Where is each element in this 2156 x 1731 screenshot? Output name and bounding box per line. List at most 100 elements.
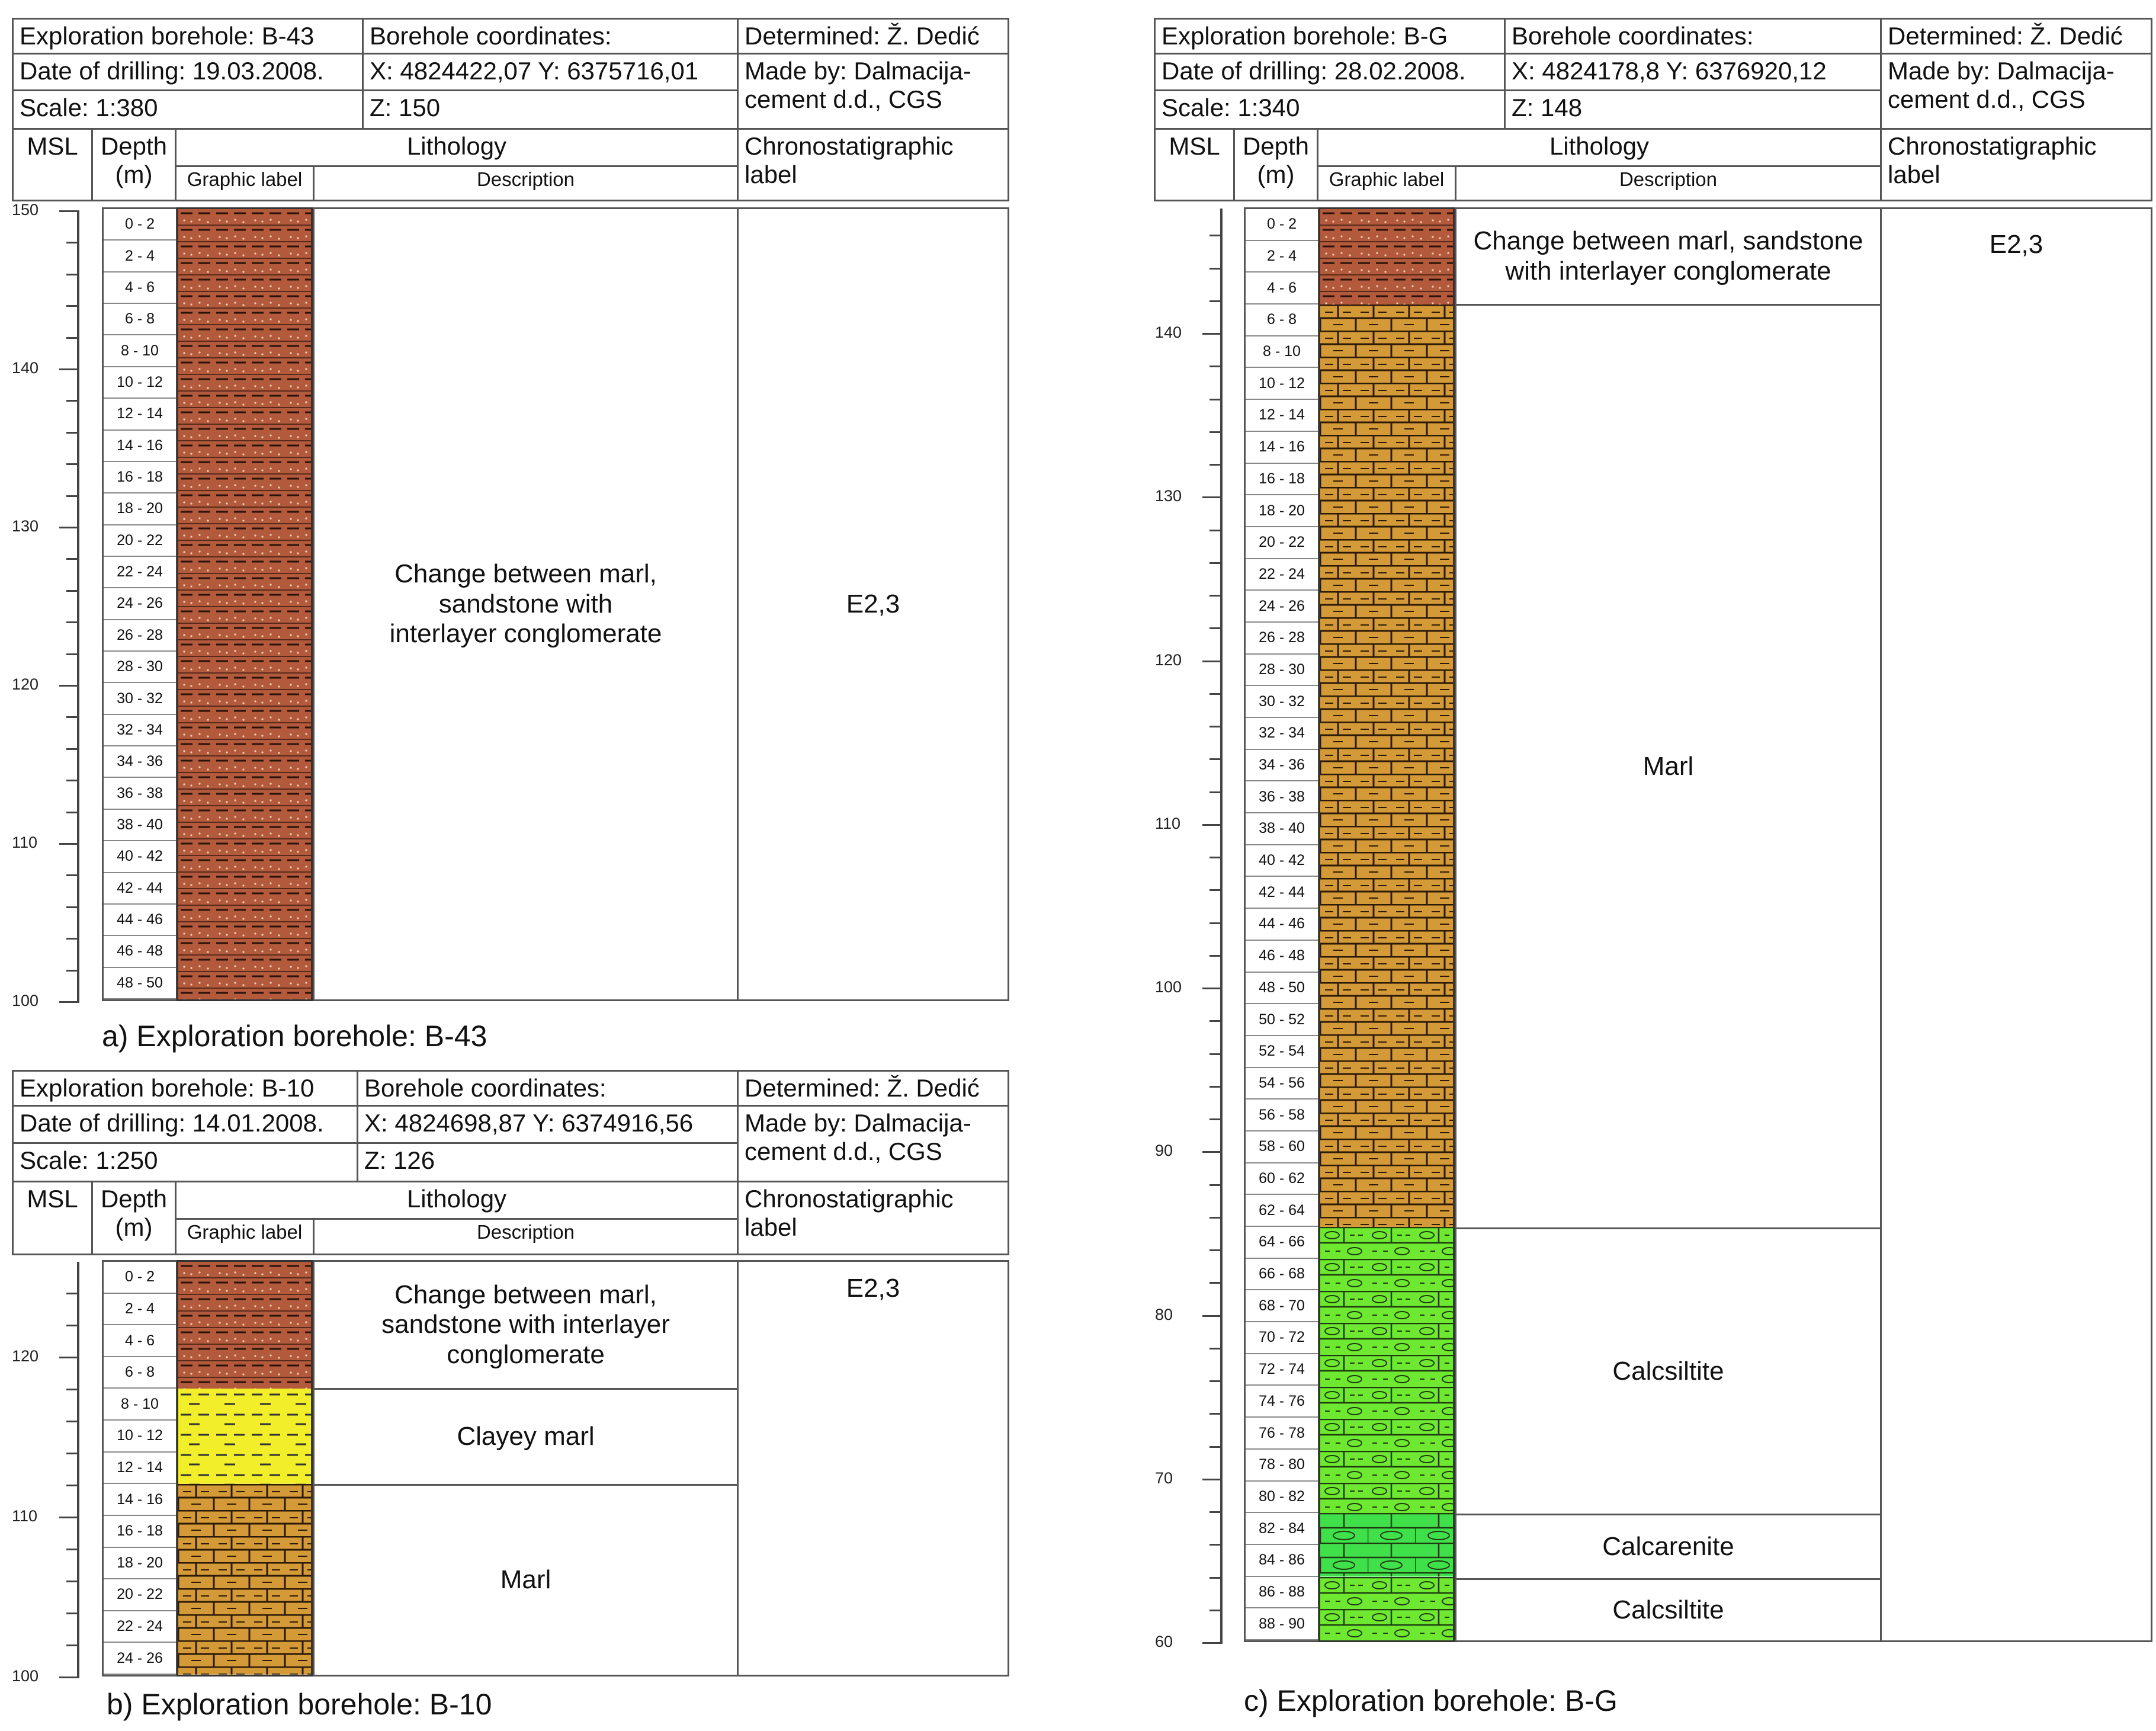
depth-interval: 38 - 40 — [104, 809, 176, 842]
depth-interval: 0 - 2 — [104, 209, 176, 241]
msl-scale: 150 140 130 120 110 100 — [12, 201, 89, 1009]
minor-tick — [1209, 627, 1221, 630]
graphic-label-header: Graphic label — [1317, 165, 1456, 201]
major-tick — [59, 1676, 79, 1678]
minor-tick — [66, 1549, 78, 1550]
borehole-name: Exploration borehole: B-43 — [12, 18, 364, 55]
major-tick — [59, 210, 79, 212]
graphic-log — [177, 1260, 313, 1676]
depth-interval: 18 - 20 — [104, 1547, 176, 1580]
major-tick — [59, 685, 79, 687]
lithology-segment-calcsiltite — [1320, 1227, 1453, 1515]
depth-interval: 4 - 6 — [1246, 273, 1318, 305]
depth-interval: 20 - 22 — [1246, 527, 1318, 559]
msl-tick-label: 110 — [1155, 814, 1181, 832]
depth-interval: 24 - 26 — [104, 588, 176, 620]
msl-tick-label: 110 — [12, 834, 38, 851]
lithology-segment-calcarenite — [1320, 1513, 1453, 1578]
ruler-line — [77, 1262, 79, 1676]
depth-interval: 28 - 30 — [1246, 654, 1318, 687]
msl-tick-label: 120 — [12, 675, 39, 693]
made-by: Made by: Dalmacija-cement d.d., CGS — [737, 53, 1009, 130]
depth-interval: 22 - 24 — [1246, 559, 1318, 591]
major-tick — [59, 1357, 79, 1358]
minor-tick — [1209, 1413, 1221, 1415]
lithology-segment-calcsiltite — [1320, 1576, 1453, 1640]
depth-interval: 72 - 74 — [1246, 1354, 1318, 1386]
msl-tick-label: 130 — [12, 517, 39, 535]
coordinates-xy: X: 4824178,8 Y: 6376920,12 — [1504, 53, 1882, 91]
minor-tick — [1209, 1282, 1221, 1284]
description-header: Description — [313, 165, 739, 201]
minor-tick — [66, 1645, 78, 1646]
minor-tick — [1209, 1118, 1221, 1120]
coordinates-z: Z: 150 — [362, 89, 739, 130]
msl-tick-label: 120 — [12, 1347, 39, 1365]
description-flysch: Change between marl, sandstone with inte… — [313, 207, 739, 1001]
depth-interval: 16 - 18 — [104, 461, 176, 494]
major-tick — [59, 368, 79, 370]
depth-interval: 8 - 10 — [104, 1389, 176, 1421]
minor-tick — [66, 1421, 78, 1422]
msl-header: MSL — [12, 128, 93, 201]
lithology-segment-flysch — [1320, 209, 1453, 306]
minor-tick — [66, 716, 78, 719]
description-marl: Marl — [1455, 304, 1882, 1229]
minor-tick — [1209, 1184, 1221, 1186]
description-header: Description — [1455, 165, 1882, 201]
minor-tick — [1209, 464, 1221, 466]
depth-interval: 44 - 46 — [1246, 909, 1318, 941]
made-by: Made by: Dalmacija-cement d.d., CGS — [737, 1105, 1009, 1182]
depth-interval: 18 - 20 — [104, 493, 176, 525]
coordinates-xy: X: 4824422,07 Y: 6375716,01 — [362, 53, 739, 91]
drilling-date: Date of drilling: 14.01.2008. — [12, 1105, 358, 1144]
borehole-name: Exploration borehole: B-10 — [12, 1070, 358, 1107]
minor-tick — [66, 938, 78, 940]
depth-interval: 74 - 76 — [1246, 1386, 1318, 1418]
major-tick — [1202, 1315, 1223, 1317]
minor-tick — [1209, 235, 1221, 237]
determined-by: Determined: Ž. Dedić — [1880, 18, 2152, 55]
minor-tick — [1209, 267, 1221, 270]
lithology-header: Lithology — [175, 1181, 739, 1220]
minor-tick — [1209, 1216, 1221, 1219]
major-tick — [59, 1517, 79, 1518]
depth-interval: 86 - 88 — [1246, 1576, 1318, 1609]
depth-interval: 6 - 8 — [104, 304, 176, 336]
chrono-header: Chronostatigraphic label — [737, 1181, 1009, 1255]
msl-scale: 120 110 100 — [12, 1262, 89, 1685]
minor-tick — [66, 748, 78, 750]
minor-tick — [1209, 758, 1221, 761]
lithology-segment-marl — [178, 1484, 311, 1675]
drilling-date: Date of drilling: 19.03.2008. — [12, 53, 364, 91]
minor-tick — [66, 431, 78, 434]
msl-tick-label: 140 — [1155, 323, 1182, 341]
depth-interval: 36 - 38 — [1246, 781, 1318, 814]
coordinates-z: Z: 126 — [357, 1142, 739, 1182]
minor-tick — [1209, 1347, 1221, 1349]
chrono-header: Chronostatigraphic label — [737, 128, 1009, 201]
depth-interval: 8 - 10 — [104, 335, 176, 367]
scale: Scale: 1:340 — [1154, 89, 1506, 130]
depth-interval: 20 - 22 — [104, 1579, 176, 1611]
determined-by: Determined: Ž. Dedić — [737, 1070, 1009, 1107]
description-calcsiltite-lower: Calcsiltite — [1455, 1578, 1882, 1642]
minor-tick — [1209, 1380, 1221, 1382]
depth-interval: 14 - 16 — [1246, 431, 1318, 464]
depth-interval: 2 - 4 — [104, 241, 176, 273]
depth-interval: 70 - 72 — [1246, 1322, 1318, 1354]
chrono-header: Chronostatigraphic label — [1880, 128, 2152, 201]
depth-interval: 44 - 46 — [104, 904, 176, 937]
minor-tick — [66, 1389, 78, 1390]
msl-tick-label: 100 — [12, 1667, 39, 1685]
description-flysch: Change between marl, sandstone with inte… — [313, 1260, 739, 1390]
minor-tick — [1209, 562, 1221, 564]
depth-interval: 42 - 44 — [104, 873, 176, 905]
depth-interval: 24 - 26 — [1246, 591, 1318, 623]
msl-tick-label: 120 — [1155, 650, 1182, 669]
minor-tick — [66, 242, 78, 244]
minor-tick — [1209, 726, 1221, 727]
minor-tick — [66, 1613, 78, 1614]
depth-interval: 62 - 64 — [1246, 1195, 1318, 1227]
